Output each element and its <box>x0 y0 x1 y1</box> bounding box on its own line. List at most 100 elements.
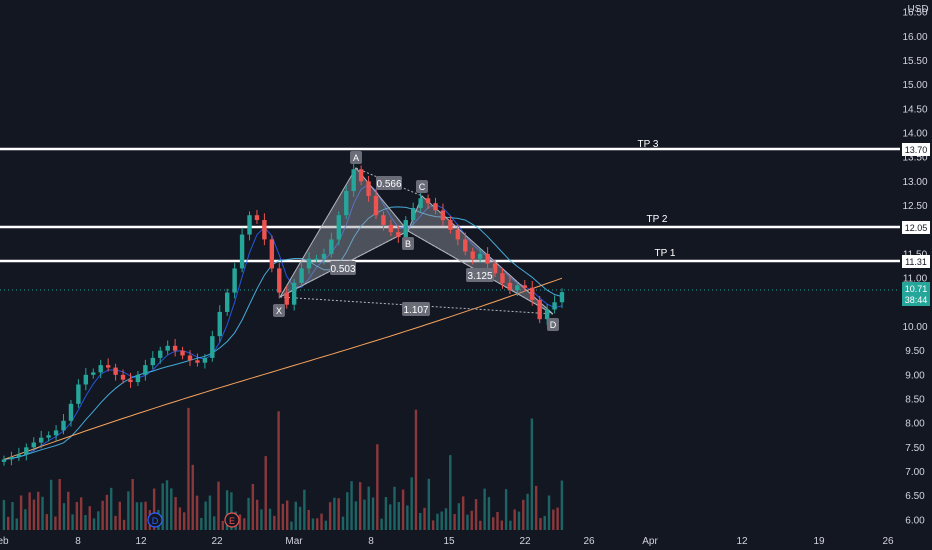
dividend-badge[interactable] <box>147 512 163 528</box>
candle-body[interactable] <box>366 181 371 196</box>
candle-body[interactable] <box>321 253 327 259</box>
candle-body[interactable] <box>544 309 550 320</box>
candle-body[interactable] <box>143 365 148 375</box>
candle-body[interactable] <box>53 430 59 436</box>
candle-body[interactable] <box>291 282 297 305</box>
candle-body[interactable] <box>411 207 416 221</box>
candle-body[interactable] <box>425 198 431 204</box>
candle-body[interactable] <box>128 379 133 383</box>
candle-body[interactable] <box>247 215 252 235</box>
volume-bar <box>71 514 74 530</box>
candle-body[interactable] <box>299 268 304 283</box>
candle-body[interactable] <box>135 374 141 383</box>
volume-bar <box>144 501 147 530</box>
volume-bar <box>522 499 525 530</box>
candle-body[interactable] <box>358 169 364 182</box>
candle-body[interactable] <box>172 345 178 351</box>
volume-bar <box>101 500 104 530</box>
candle-body[interactable] <box>225 292 230 312</box>
candle-body[interactable] <box>463 239 468 252</box>
volume-bar <box>414 409 418 530</box>
event-badges[interactable]: D E <box>147 512 240 528</box>
candle-body[interactable] <box>477 253 483 259</box>
candle-body[interactable] <box>470 251 475 259</box>
volume-bar <box>204 501 207 530</box>
candle-body[interactable] <box>507 282 513 291</box>
candle-body[interactable] <box>455 229 461 240</box>
price-candles[interactable] <box>1 162 565 466</box>
candle-body[interactable] <box>351 169 356 192</box>
candle-body[interactable] <box>552 302 557 310</box>
candle-body[interactable] <box>500 273 505 283</box>
candle-body[interactable] <box>440 210 446 221</box>
candle-body[interactable] <box>537 299 542 320</box>
candle-body[interactable] <box>373 195 379 216</box>
candle-body[interactable] <box>83 374 89 385</box>
date-tick-label: Mar <box>285 536 303 547</box>
candle-body[interactable] <box>120 374 126 380</box>
candle-body[interactable] <box>254 215 260 221</box>
candle-body[interactable] <box>522 285 527 288</box>
candle-body[interactable] <box>277 268 282 293</box>
candle-body[interactable] <box>433 203 438 211</box>
candle-body[interactable] <box>269 239 275 269</box>
candle-body[interactable] <box>98 365 103 373</box>
candle-body[interactable] <box>388 224 394 233</box>
candle-body[interactable] <box>1 459 7 462</box>
candle-body[interactable] <box>314 258 319 260</box>
price-axis[interactable]: USD 16.5016.0015.5015.0014.5014.0013.501… <box>902 4 928 526</box>
candle-body[interactable] <box>232 268 237 293</box>
candle-body[interactable] <box>492 263 498 274</box>
volume-bar <box>127 491 130 530</box>
candle-body[interactable] <box>24 447 29 455</box>
candle-body[interactable] <box>485 253 490 264</box>
candle-body[interactable] <box>68 403 74 421</box>
candle-body[interactable] <box>396 232 401 237</box>
pattern-point-labels: A C B X D <box>273 151 559 331</box>
level-price-tags: 13.70 12.05 11.31 10.71 38:44 <box>902 143 930 306</box>
candle-body[interactable] <box>284 292 289 305</box>
candle-body[interactable] <box>150 357 155 366</box>
candle-body[interactable] <box>180 350 185 356</box>
candle-body[interactable] <box>91 372 96 375</box>
price-tick-label: 11.00 <box>903 274 928 285</box>
earnings-badge[interactable] <box>224 512 240 528</box>
candle-body[interactable] <box>105 365 111 368</box>
candle-body[interactable] <box>31 442 36 448</box>
candle-body[interactable] <box>403 220 408 237</box>
candle-body[interactable] <box>530 287 535 300</box>
candle-body[interactable] <box>195 360 200 363</box>
volume-bar <box>470 510 473 530</box>
candle-body[interactable] <box>158 350 163 358</box>
candle-body[interactable] <box>39 437 44 443</box>
candle-body[interactable] <box>210 336 215 358</box>
candle-body[interactable] <box>217 311 222 337</box>
date-axis[interactable]: eb 8 12 22 Mar 8 15 22 26 Apr 12 19 26 <box>0 536 894 547</box>
candle-body[interactable] <box>113 367 118 375</box>
candle-body[interactable] <box>202 357 208 363</box>
candle-body[interactable] <box>76 384 81 404</box>
candle-body[interactable] <box>61 420 66 431</box>
candle-body[interactable] <box>9 457 14 460</box>
candle-body[interactable] <box>306 258 312 269</box>
volume-bar <box>552 509 555 530</box>
candle-body[interactable] <box>187 355 193 361</box>
candle-body[interactable] <box>559 292 565 303</box>
volume-bar <box>363 499 366 530</box>
candle-body[interactable] <box>336 215 341 240</box>
price-tick-label: 8.00 <box>905 419 925 430</box>
candle-body[interactable] <box>515 285 520 291</box>
candle-body[interactable] <box>344 191 349 216</box>
candle-body[interactable] <box>381 215 386 225</box>
candle-body[interactable] <box>239 234 245 269</box>
volume-bar <box>37 491 40 530</box>
candle-body[interactable] <box>418 198 423 208</box>
candle-body[interactable] <box>16 454 22 458</box>
candle-body[interactable] <box>329 239 334 254</box>
candle-body[interactable] <box>46 435 51 438</box>
candle-body[interactable] <box>448 220 453 230</box>
candle-body[interactable] <box>262 220 267 240</box>
take-profit-levels[interactable]: TP 3 TP 2 TP 1 <box>0 139 900 263</box>
candle-body[interactable] <box>165 345 170 351</box>
